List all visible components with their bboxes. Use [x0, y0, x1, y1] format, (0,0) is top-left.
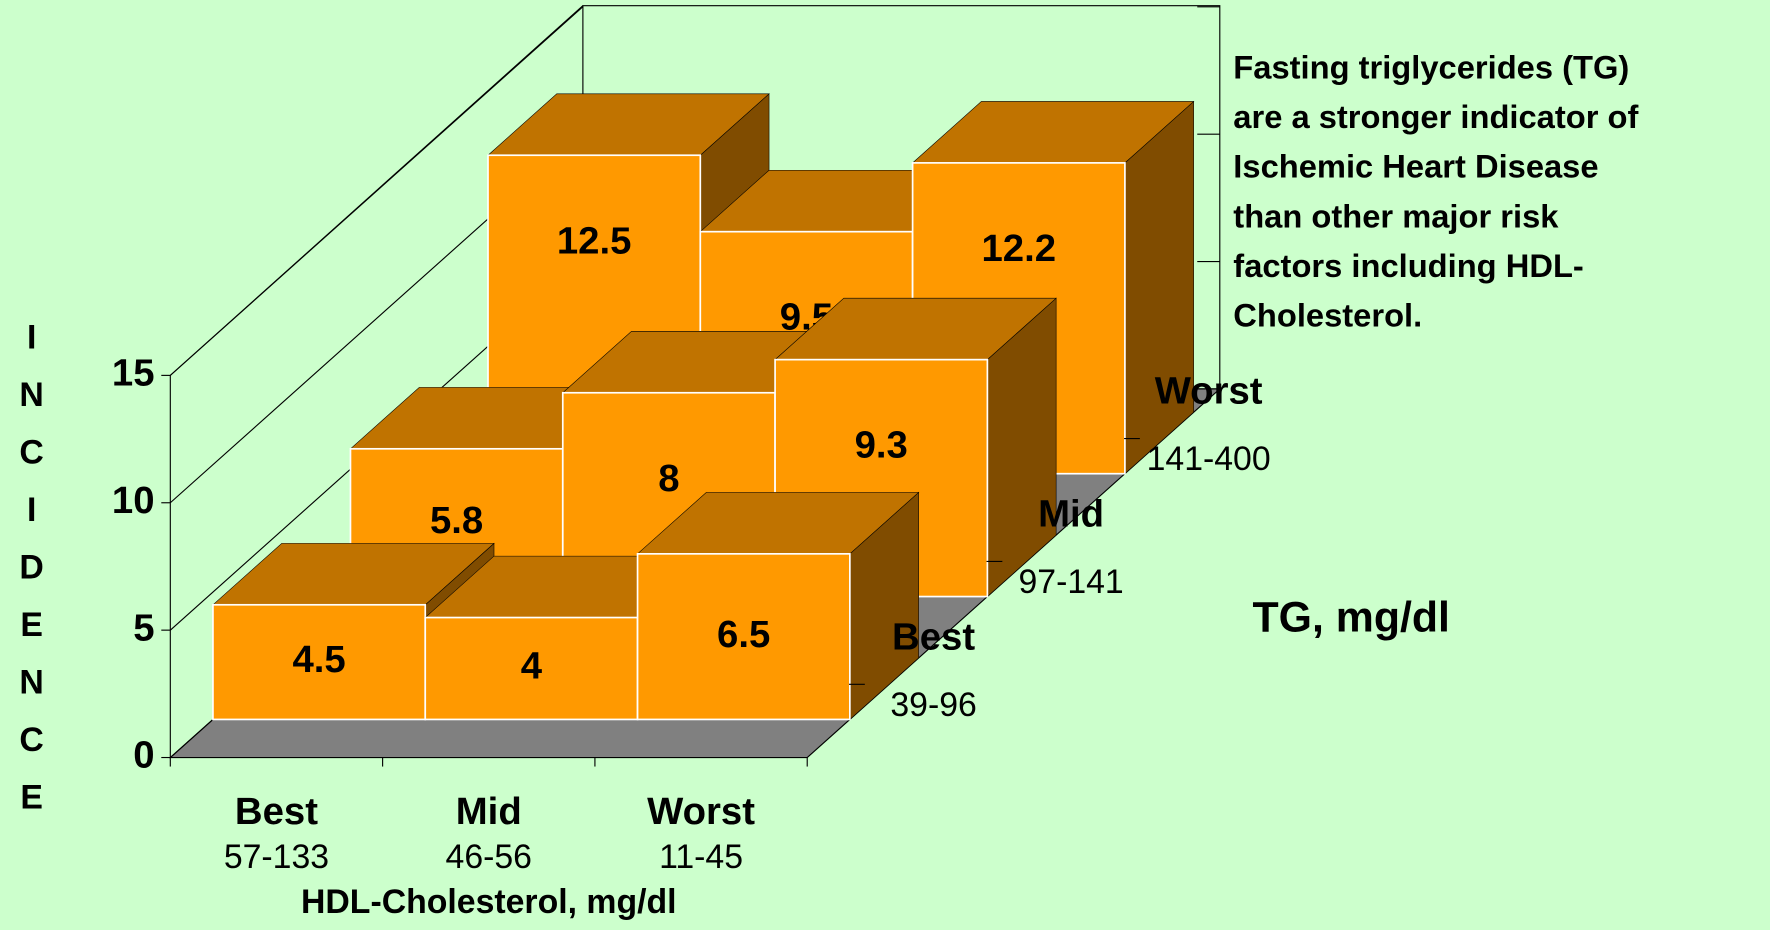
value-label: 12.5	[557, 219, 632, 262]
x-tick-label: Best	[235, 790, 318, 833]
x-tick-range: 11-45	[659, 838, 743, 876]
bar	[212, 603, 427, 721]
z-axis-label: TG, mg/dl	[1252, 593, 1449, 641]
y-axis-label: INCIDENCE	[19, 319, 44, 817]
bar	[636, 552, 851, 721]
z-tick-range: 97-141	[1018, 563, 1123, 601]
value-label: 4.5	[292, 638, 345, 681]
value-label: 12.2	[981, 227, 1056, 270]
z-tick-label: Worst	[1155, 370, 1263, 413]
z-tick-label: Mid	[1038, 492, 1104, 535]
y-tick-label: 10	[112, 479, 155, 522]
value-label: 4	[521, 645, 543, 688]
y-axis-label-box: INCIDENCE	[19, 319, 44, 817]
annotation-line: Ischemic Heart Disease	[1233, 148, 1598, 185]
x-tick-label: Mid	[456, 790, 522, 833]
bar	[424, 616, 639, 721]
value-label: 5.8	[430, 499, 483, 542]
value-label: 9.3	[855, 424, 908, 467]
annotation-line: than other major risk	[1233, 197, 1559, 234]
z-tick-range: 39-96	[890, 686, 976, 724]
y-tick-label: 15	[112, 352, 155, 395]
x-tick-range: 57-133	[224, 838, 329, 876]
x-axis-label: HDL-Cholesterol, mg/dl	[301, 883, 677, 921]
x-tick-range: 46-56	[446, 838, 532, 876]
annotation-line: Fasting triglycerides (TG)	[1233, 49, 1629, 86]
z-tick-label: Best	[892, 615, 975, 658]
y-tick-label: 5	[133, 606, 154, 649]
y-tick-label: 0	[133, 734, 154, 777]
value-label: 6.5	[717, 613, 770, 656]
annotation-line: are a stronger indicator of	[1233, 98, 1638, 135]
value-label: 8	[658, 457, 679, 500]
annotation-line: Cholesterol.	[1233, 297, 1422, 334]
x-tick-label: Worst	[647, 790, 755, 833]
annotation-line: factors including HDL-	[1233, 247, 1583, 284]
bar-side	[1124, 100, 1194, 475]
z-tick-range: 141-400	[1147, 440, 1271, 478]
grid-line	[169, 6, 584, 376]
